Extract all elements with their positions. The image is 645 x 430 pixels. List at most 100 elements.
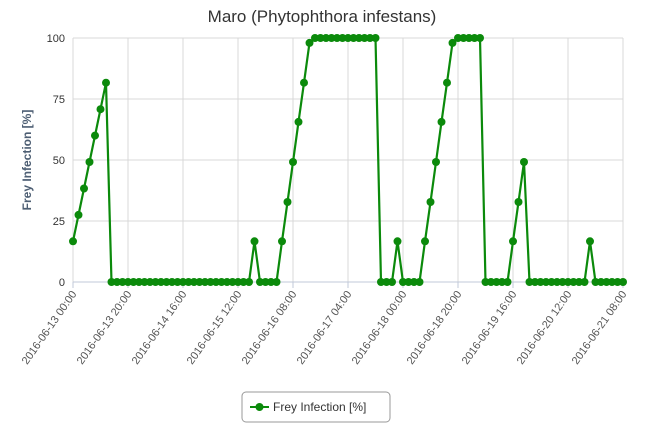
chart-title: Maro (Phytophthora infestans) xyxy=(208,7,437,26)
data-point xyxy=(432,158,440,166)
data-point xyxy=(217,278,226,286)
data-point xyxy=(272,278,281,286)
y-tick-label: 25 xyxy=(53,216,65,228)
data-point xyxy=(470,34,479,42)
data-point xyxy=(333,34,341,42)
data-point xyxy=(173,278,182,286)
data-point xyxy=(619,278,627,286)
data-point xyxy=(415,278,424,286)
data-point xyxy=(558,278,567,286)
data-point xyxy=(602,278,611,286)
data-point xyxy=(580,278,589,286)
data-point xyxy=(410,278,418,286)
data-point xyxy=(448,38,457,47)
grid xyxy=(72,37,624,283)
x-tick-label: 2016-06-13 20:00 xyxy=(75,289,135,367)
data-point xyxy=(399,278,407,286)
data-point xyxy=(613,278,622,286)
x-tick-label: 2016-06-16 08:00 xyxy=(240,289,300,367)
data-point xyxy=(322,34,330,42)
y-axis-label: Frey Infection [%] xyxy=(20,110,34,211)
data-point xyxy=(140,278,149,286)
x-tick-label: 2016-06-13 00:00 xyxy=(20,289,80,367)
data-point xyxy=(564,278,572,286)
data-point xyxy=(311,34,319,42)
data-point xyxy=(382,278,391,286)
data-point xyxy=(135,278,143,286)
data-point xyxy=(201,278,209,286)
data-point xyxy=(465,34,473,42)
data-point xyxy=(393,237,402,246)
data-point xyxy=(300,78,308,87)
y-tick-label: 50 xyxy=(53,155,65,167)
data-point xyxy=(91,131,99,140)
data-point xyxy=(234,278,242,286)
x-tick-label: 2016-06-19 16:00 xyxy=(460,289,520,367)
data-point xyxy=(146,278,154,286)
legend[interactable]: Frey Infection [%] xyxy=(241,391,391,423)
data-point xyxy=(85,158,94,166)
data-point xyxy=(151,278,160,286)
data-point xyxy=(481,278,490,286)
data-point xyxy=(261,278,270,286)
y-tick-label: 0 xyxy=(59,277,65,289)
data-point xyxy=(250,237,259,246)
x-tick-label: 2016-06-21 08:00 xyxy=(570,289,630,367)
data-point xyxy=(569,278,578,286)
data-point xyxy=(525,278,534,286)
data-point xyxy=(608,278,616,286)
data-point xyxy=(338,34,347,42)
data-point xyxy=(107,278,116,286)
data-point xyxy=(553,278,561,286)
data-point xyxy=(437,117,446,126)
data-point xyxy=(124,278,132,286)
data-point xyxy=(503,278,512,286)
data-point xyxy=(212,278,220,286)
data-point xyxy=(157,278,165,286)
data-point xyxy=(421,237,429,246)
data-point xyxy=(74,210,83,219)
data-point xyxy=(206,278,215,286)
data-point xyxy=(245,278,253,286)
data-point xyxy=(283,198,292,206)
data-point xyxy=(498,278,506,286)
data-point xyxy=(278,237,286,246)
data-point xyxy=(96,105,105,114)
data-point xyxy=(179,278,187,286)
data-point xyxy=(190,278,198,286)
legend-item-label[interactable]: Frey Infection [%] xyxy=(273,400,366,414)
data-point xyxy=(388,278,396,286)
data-point xyxy=(426,198,435,206)
data-point xyxy=(443,78,451,87)
data-point xyxy=(316,34,325,42)
data-point xyxy=(536,278,545,286)
data-point xyxy=(377,278,385,286)
data-point xyxy=(228,278,237,286)
data-point xyxy=(239,278,248,286)
y-tick-label: 75 xyxy=(53,94,65,106)
data-point xyxy=(69,237,77,246)
data-point xyxy=(531,278,539,286)
data-point xyxy=(459,34,468,42)
data-point xyxy=(547,278,556,286)
data-point xyxy=(80,184,88,193)
data-point xyxy=(355,34,363,42)
x-tick-label: 2016-06-15 12:00 xyxy=(185,289,245,367)
legend-point-marker xyxy=(255,403,264,411)
data-point xyxy=(597,278,605,286)
data-point xyxy=(509,237,517,246)
data-point xyxy=(168,278,176,286)
data-point xyxy=(289,158,297,166)
data-point xyxy=(487,278,495,286)
data-point xyxy=(162,278,171,286)
data-point xyxy=(520,158,528,166)
x-tick-label: 2016-06-17 04:00 xyxy=(295,289,355,367)
legend-box xyxy=(241,391,391,423)
data-point xyxy=(371,34,380,42)
x-tick-label: 2016-06-20 12:00 xyxy=(515,289,575,367)
data-point xyxy=(586,237,594,246)
data-point xyxy=(256,278,264,286)
data-point xyxy=(476,34,484,42)
